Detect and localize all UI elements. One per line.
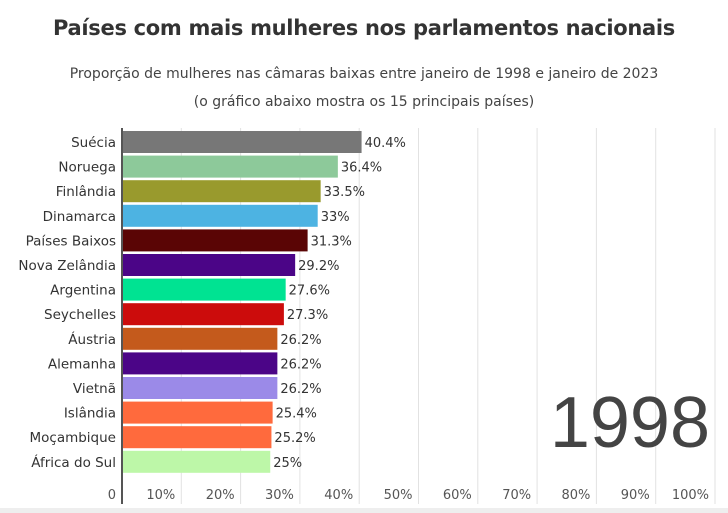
x-tick-label: 80% xyxy=(561,488,590,503)
year-label: 1998 xyxy=(549,383,710,463)
category-label: Moçambique xyxy=(29,430,116,446)
data-label: 25% xyxy=(273,456,302,471)
x-tick-label: 100% xyxy=(672,488,709,503)
data-label: 26.2% xyxy=(280,382,321,397)
category-label: Finlândia xyxy=(56,184,116,200)
x-tick-label: 70% xyxy=(502,488,531,503)
bar xyxy=(122,204,318,227)
data-label: 36.4% xyxy=(341,161,382,176)
bar xyxy=(122,229,308,252)
bar xyxy=(122,426,272,449)
data-label: 25.2% xyxy=(274,431,315,446)
data-label: 31.3% xyxy=(311,234,352,249)
bar xyxy=(122,155,338,178)
x-tick-label: 90% xyxy=(621,488,650,503)
data-label: 29.2% xyxy=(298,259,339,274)
x-tick-label: 20% xyxy=(206,488,235,503)
chart-subtitle-note: (o gráfico abaixo mostra os 15 principai… xyxy=(193,94,535,110)
category-label: Noruega xyxy=(58,160,116,176)
x-tick-label: 0 xyxy=(108,488,116,503)
data-label: 40.4% xyxy=(365,136,406,151)
category-label: Seychelles xyxy=(44,307,116,323)
category-label: África do Sul xyxy=(31,454,116,471)
data-label: 25.4% xyxy=(276,407,317,422)
data-label: 27.6% xyxy=(289,284,330,299)
bar xyxy=(122,352,278,375)
category-label: Argentina xyxy=(50,283,116,299)
bar xyxy=(122,377,278,399)
bar xyxy=(122,254,296,276)
x-tick-label: 50% xyxy=(384,488,413,503)
data-label: 26.2% xyxy=(280,333,321,348)
bar xyxy=(122,327,278,350)
data-label: 33% xyxy=(321,210,350,225)
category-label: Alemanha xyxy=(48,356,116,372)
category-label: Vietnã xyxy=(73,381,116,397)
category-label: Nova Zelândia xyxy=(18,258,116,274)
bar xyxy=(122,303,284,326)
x-tick-label: 40% xyxy=(324,488,353,503)
bar xyxy=(122,450,271,473)
category-label: Dinamarca xyxy=(43,209,116,225)
bar xyxy=(122,180,321,203)
x-tick-label: 30% xyxy=(265,488,294,503)
x-tick-label: 60% xyxy=(443,488,472,503)
bar xyxy=(122,278,286,301)
x-tick-label: 10% xyxy=(146,488,175,503)
category-label: Áustria xyxy=(68,331,116,348)
data-label: 33.5% xyxy=(324,185,365,200)
category-label: Suécia xyxy=(71,135,116,151)
data-label: 27.3% xyxy=(287,308,328,323)
chart-subtitle: Proporção de mulheres nas câmaras baixas… xyxy=(69,66,659,82)
category-label: Islândia xyxy=(64,406,116,422)
data-label: 26.2% xyxy=(280,357,321,372)
scrollbar-track xyxy=(0,508,728,513)
category-label: Países Baixos xyxy=(26,233,116,249)
bar xyxy=(122,131,362,153)
bar xyxy=(122,401,273,424)
chart-title: Países com mais mulheres nos parlamentos… xyxy=(53,16,675,40)
